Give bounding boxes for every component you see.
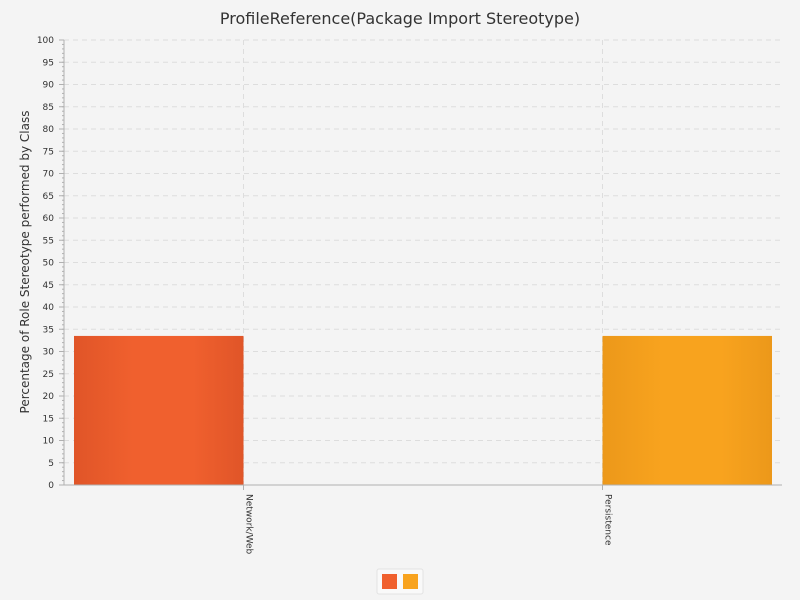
y-tick-label: 10 — [43, 437, 55, 447]
y-tick-label: 0 — [48, 481, 54, 491]
y-tick-label: 50 — [43, 259, 55, 269]
y-axis-label: Percentage of Role Stereotype performed … — [18, 111, 32, 414]
y-tick-label: 15 — [43, 414, 54, 424]
y-tick-label: 60 — [43, 214, 55, 224]
x-tick-label: Persistence — [603, 494, 613, 546]
y-tick-label: 75 — [43, 147, 54, 157]
y-tick-label: 70 — [43, 170, 55, 180]
y-tick-label: 30 — [43, 348, 55, 358]
y-tick-label: 95 — [43, 58, 54, 68]
bar — [602, 335, 772, 485]
y-tick-label: 55 — [43, 236, 54, 246]
y-tick-label: 100 — [37, 36, 54, 46]
y-tick-label: 65 — [43, 192, 54, 202]
axes: 0 5 10 15 20 25 30 35 40 45 50 55 60 65 70 75 80 85 90 95 10… — [37, 36, 782, 555]
y-tick-label: 35 — [43, 325, 54, 335]
y-tick-label: 20 — [43, 392, 55, 402]
legend — [376, 568, 424, 595]
bars — [74, 335, 772, 485]
x-tick-label: Network/Web — [244, 494, 254, 555]
y-tick-label: 25 — [43, 370, 54, 380]
y-tick-label: 80 — [43, 125, 55, 135]
legend-swatch — [403, 574, 418, 589]
chart-title: ProfileReference(Package Import Stereoty… — [220, 9, 580, 28]
bar — [74, 335, 244, 485]
y-tick-label: 90 — [43, 81, 55, 91]
legend-swatch — [382, 574, 397, 589]
y-tick-label: 40 — [43, 303, 55, 313]
y-tick-label: 85 — [43, 103, 54, 113]
y-tick-label: 5 — [48, 459, 54, 469]
y-tick-label: 45 — [43, 281, 54, 291]
